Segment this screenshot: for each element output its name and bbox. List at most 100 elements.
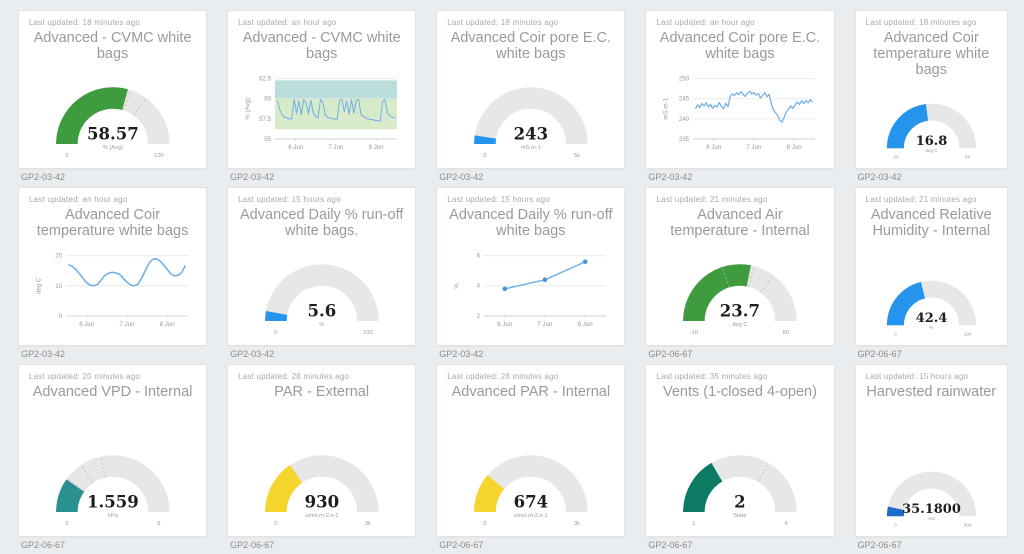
card-body: 42.4 % 0 100 (866, 239, 997, 341)
gauge-value: 42.4 (915, 311, 947, 326)
card-cell: Last updated: 20 minutes ago Advanced VP… (18, 364, 208, 550)
chart-point (582, 259, 588, 265)
card-cell: Last updated: an hour ago Advanced Coir … (18, 187, 208, 359)
chart-point (502, 286, 507, 292)
gauge-unit: kPa (108, 513, 119, 519)
y-axis-label: % (Avg) (244, 98, 251, 120)
gauge-value: 23.7 (720, 301, 760, 321)
card-title: Advanced Coir temperature white bags (873, 30, 990, 79)
gauge-fill (474, 475, 505, 513)
dashboard-card[interactable]: Last updated: 18 minutes ago Advanced Co… (436, 10, 626, 169)
gauge-value: 16.8 (915, 134, 947, 149)
y-axis-label: mS.m-1 (662, 98, 669, 120)
dashboard-card[interactable]: Last updated: 35 minutes ago Vents (1-cl… (645, 364, 835, 537)
gauge-chart: 930 umol.m-2.s-1 0 3k (264, 455, 379, 527)
last-updated-label: Last updated: 21 minutes ago (865, 195, 977, 204)
x-tick-label: 8 Jun (159, 321, 175, 328)
gauge-tick (99, 456, 106, 479)
card-cell: Last updated: 18 minutes ago Advanced Co… (436, 10, 626, 182)
last-updated-label: Last updated: 20 minutes ago (29, 372, 141, 381)
gauge-chart: 5.6 % 0 100 (264, 264, 379, 336)
last-updated-label: Last updated: 18 minutes ago (29, 18, 141, 27)
card-body: 930 umol.m-2.s-1 0 3k (238, 414, 405, 532)
dashboard-card[interactable]: Last updated: 18 minutes ago Advanced Co… (854, 10, 1008, 169)
gauge-unit: % (Avg) (102, 145, 122, 151)
y-tick-label: 62.5 (259, 76, 272, 83)
card-title: Advanced PAR - Internal (451, 384, 611, 400)
y-axis-label: % (453, 283, 460, 289)
dashboard-card[interactable]: Last updated: 18 minutes ago Advanced - … (18, 10, 208, 169)
last-updated-label: Last updated: an hour ago (238, 18, 337, 27)
dashboard-card[interactable]: Last updated: 28 minutes ago Advanced PA… (436, 364, 626, 537)
gauge-unit: deg C (925, 148, 938, 153)
card-footer-label: GP2-06-67 (857, 540, 902, 550)
card-footer-label: GP2-03-42 (857, 172, 902, 182)
card-body: 250 245 240 235 6 Jun 7 Jun 8 Jun mS.m-1 (656, 62, 823, 164)
card-title: Advanced Coir temperature white bags (36, 207, 189, 240)
card-body: 243 mS.m-1 0 5k (447, 62, 614, 164)
card-footer-label: GP2-03-42 (230, 172, 275, 182)
gauge-unit: umol.m-2.s-1 (514, 513, 547, 519)
dashboard-card[interactable]: Last updated: 15 hours ago Advanced Dail… (436, 187, 626, 346)
card-title: Advanced - CVMC white bags (33, 30, 192, 63)
dashboard-card[interactable]: Last updated: 15 hours ago Advanced Dail… (227, 187, 417, 346)
card-title: Advanced Relative Humidity - Internal (870, 207, 992, 240)
card-footer-label: GP2-06-67 (648, 349, 693, 359)
dashboard-card[interactable]: Last updated: 15 hours ago Harvested rai… (854, 364, 1008, 537)
gauge-max-label: 50 (783, 330, 789, 336)
card-title: Harvested rainwater (866, 384, 997, 400)
card-title: Advanced Coir pore E.C. white bags (450, 30, 612, 63)
dashboard-card[interactable]: Last updated: an hour ago Advanced Coir … (18, 187, 208, 346)
gauge-unit: deg C (732, 322, 747, 328)
gauge-track (264, 264, 379, 322)
line-chart: 250 245 240 235 6 Jun 7 Jun 8 Jun mS.m-1 (662, 76, 815, 151)
gauge-tick (123, 90, 131, 111)
card-footer-label: GP2-06-67 (230, 540, 275, 550)
gauge-chart: 674 umol.m-2.s-1 0 3k (474, 455, 588, 527)
card-body: 23.7 deg C -10 50 (656, 239, 823, 341)
last-updated-label: Last updated: 28 minutes ago (447, 372, 559, 381)
gauge-min-label: 0 (65, 153, 68, 159)
card-body: 2 State 1 4 (656, 414, 823, 532)
gauge-value: 1.559 (87, 492, 139, 512)
dashboard-card[interactable]: Last updated: 20 minutes ago Advanced VP… (18, 364, 208, 537)
card-title: Advanced VPD - Internal (32, 384, 193, 400)
x-tick-label: 7 Jun (537, 321, 553, 328)
last-updated-label: Last updated: an hour ago (656, 18, 755, 27)
gauge-tick (760, 275, 774, 294)
card-body: 20 10 0 6 Jun 7 Jun 8 Jun deg C (29, 239, 196, 341)
card-body: 6 4 2 6 Jun 7 Jun 8 Jun% (447, 239, 614, 341)
y-tick-label: 4 (476, 283, 480, 290)
dashboard-card[interactable]: Last updated: an hour ago Advanced Coir … (645, 10, 835, 169)
gauge-fill (474, 135, 497, 145)
gauge-chart: 2 State 1 4 (683, 455, 797, 527)
y-axis-label: deg C (35, 277, 42, 294)
card-cell: Last updated: 18 minutes ago Advanced - … (18, 10, 208, 182)
chart-line (694, 90, 813, 124)
gauge-min-label: 0 (483, 521, 486, 527)
gauge-unit: State (733, 513, 746, 519)
card-cell: Last updated: an hour ago Advanced - CVM… (227, 10, 417, 182)
gauge-min-label: 0 (274, 330, 277, 336)
dashboard-card[interactable]: Last updated: 21 minutes ago Advanced Ai… (645, 187, 835, 346)
card-body: 674 umol.m-2.s-1 0 3k (447, 414, 614, 532)
x-tick-label: 8 Jun (787, 144, 803, 151)
card-cell: Last updated: 28 minutes ago Advanced PA… (436, 364, 626, 550)
last-updated-label: Last updated: 15 hours ago (865, 372, 969, 381)
dashboard-card[interactable]: Last updated: an hour ago Advanced - CVM… (227, 10, 417, 169)
card-cell: Last updated: 21 minutes ago Advanced Ai… (645, 187, 835, 359)
dashboard-card[interactable]: Last updated: 21 minutes ago Advanced Re… (854, 187, 1008, 346)
y-tick-label: 10 (55, 283, 62, 290)
card-title: Advanced - CVMC white bags (242, 30, 401, 63)
card-cell: Last updated: an hour ago Advanced Coir … (645, 10, 835, 182)
y-tick-label: 245 (679, 96, 690, 103)
gauge-max-label: 100 (154, 153, 164, 159)
gauge-value: 930 (304, 492, 338, 512)
card-cell: Last updated: 15 hours ago Advanced Dail… (227, 187, 417, 359)
last-updated-label: Last updated: 28 minutes ago (238, 372, 350, 381)
dashboard-card[interactable]: Last updated: 28 minutes ago PAR - Exter… (227, 364, 417, 537)
y-tick-label: 60 (264, 96, 271, 103)
card-body: 58.57 % (Avg) 0 100 (29, 62, 196, 164)
gauge-unit: % (929, 325, 933, 330)
card-body: 1.559 kPa 0 8 (29, 414, 196, 532)
